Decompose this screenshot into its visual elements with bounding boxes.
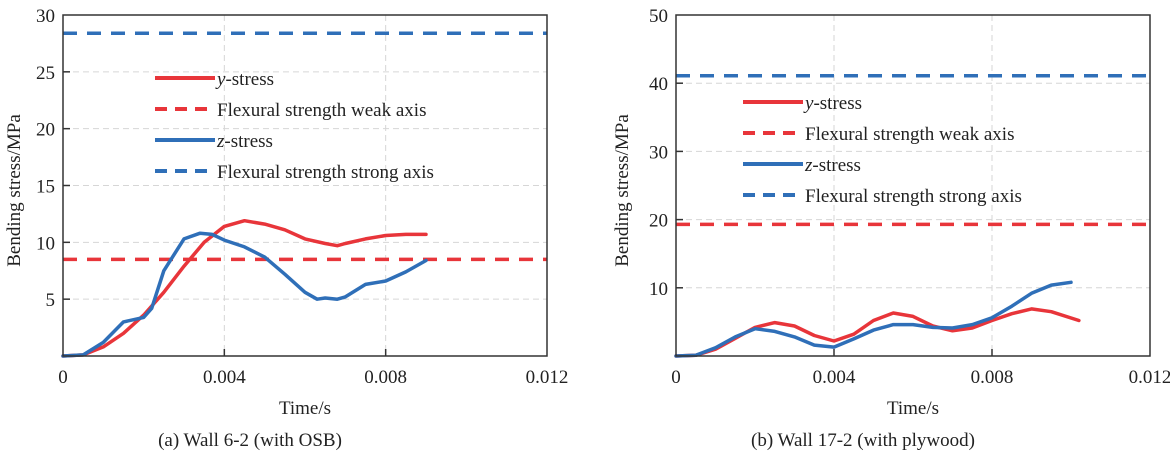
chart-caption: (a) Wall 6-2 (with OSB): [158, 430, 342, 451]
series-line-y-stress: [61, 218, 428, 358]
legend-entry: Flexural strength weak axis: [217, 100, 426, 121]
y-axis-label: Bending stress/MPa: [612, 114, 633, 267]
plot-area-frame: [675, 14, 1151, 357]
y-tick-label: 40: [649, 74, 668, 95]
x-tick-label: 0.008: [971, 367, 1014, 388]
legend-entry-rest: -stress: [812, 155, 861, 176]
y-tick-label: 50: [649, 6, 668, 27]
legend-entry: Flexural strength strong axis: [805, 186, 1022, 207]
legend-entry-italic: y: [803, 93, 814, 114]
legend-entry: Flexural strength weak axis: [805, 124, 1014, 145]
x-tick-label: 0.008: [364, 367, 407, 388]
y-tick-label: 30: [36, 6, 55, 27]
y-tick-label: 15: [36, 177, 55, 198]
legend-entry: y-stress: [803, 93, 862, 114]
legend-entry-italic: z: [804, 155, 813, 176]
y-tick-label: 10: [649, 279, 668, 300]
y-tick-label: 20: [36, 120, 55, 141]
x-tick-label: 0: [58, 367, 68, 388]
series-line-z-stress: [61, 231, 428, 358]
legend-entry: Flexural strength strong axis: [217, 162, 434, 183]
chart-panel-a: 0 0.004 0.008 0.012 5 10 15 20 25 30 Time/s Bending…: [4, 6, 568, 451]
chart-caption: (b) Wall 17-2 (with plywood): [751, 430, 975, 451]
x-tick-label: 0: [671, 367, 681, 388]
y-tick-label: 20: [649, 211, 668, 232]
series-line-y-stress: [674, 307, 1081, 358]
chart-panel-b: 0 0.004 0.008 0.012 10 20 30 40 50 Time/s Bending …: [612, 6, 1170, 451]
y-tick-label: 25: [36, 63, 55, 84]
y-tick-label: 30: [649, 142, 668, 163]
x-tick-label: 0.004: [813, 367, 856, 388]
y-axis-label: Bending stress/MPa: [4, 114, 25, 267]
legend-entry-rest: -stress: [813, 93, 862, 114]
x-tick-label: 0.012: [1129, 367, 1170, 388]
legend-entry-italic: z: [216, 131, 225, 152]
x-axis-label: Time/s: [887, 398, 939, 419]
legend-entry-rest: -stress: [225, 69, 274, 90]
legend-entry-italic: y: [215, 69, 226, 90]
legend-entry: z-stress: [804, 155, 861, 176]
legend-entry: y-stress: [215, 69, 274, 90]
x-tick-label: 0.012: [526, 367, 569, 388]
legend-entry: z-stress: [216, 131, 273, 152]
legend-entry-rest: -stress: [224, 131, 273, 152]
x-axis-label: Time/s: [279, 398, 331, 419]
y-tick-label: 5: [46, 290, 56, 311]
x-tick-label: 0.004: [203, 367, 246, 388]
y-tick-label: 10: [36, 233, 55, 254]
series-line-z-stress: [674, 280, 1073, 358]
